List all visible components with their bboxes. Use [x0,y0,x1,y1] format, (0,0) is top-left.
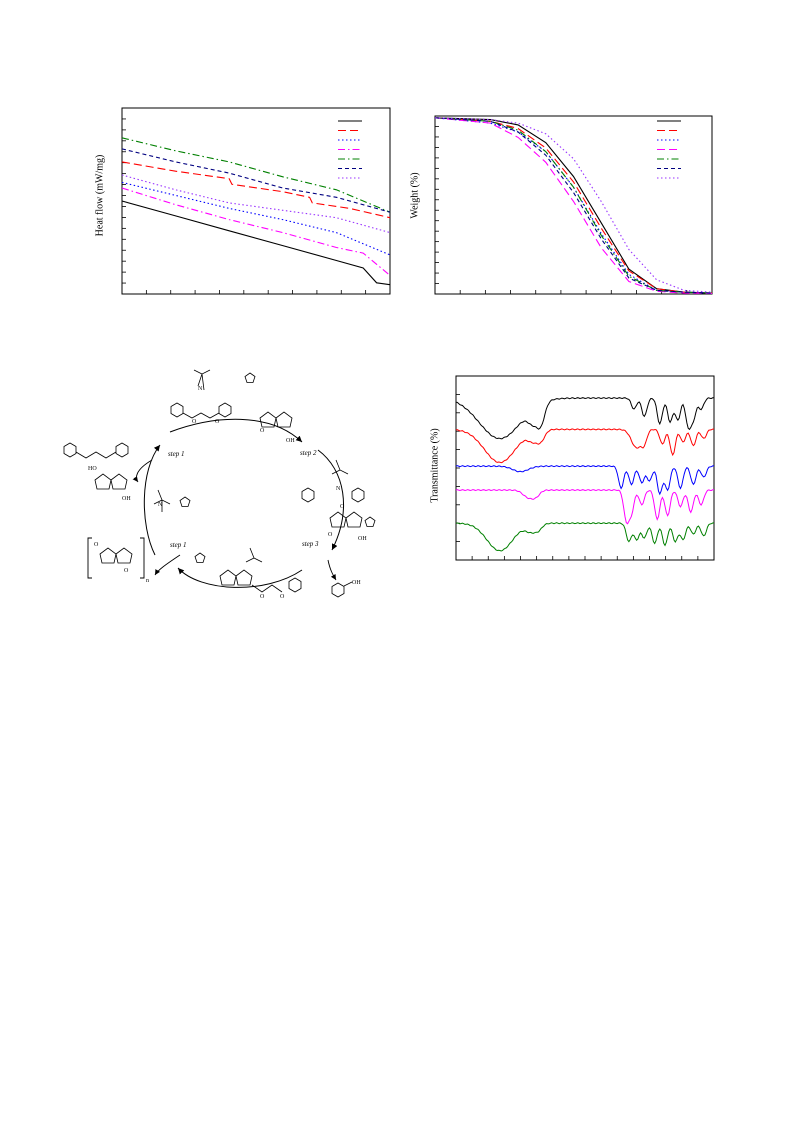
series-line [121,161,391,219]
step-label-left-bottom: step 1 [170,541,187,549]
atom-label: OH [352,580,361,586]
series-line [434,117,713,293]
plot-frame [455,375,715,561]
arrow-right [317,449,344,551]
series-line [121,200,391,286]
series-line [434,117,713,294]
atom-label: O [280,594,285,600]
dsc-chart [121,107,391,295]
atom-label: O [328,532,333,538]
step-label-top-left: step 1 [168,450,185,458]
tga-chart-panel: Weight (%) [395,100,725,310]
atom-label: OH [286,438,295,444]
atom-label: O [124,568,129,574]
ftir-chart [455,375,715,561]
atom-label: O [192,419,197,425]
spectrum-line [455,465,715,496]
reaction-scheme: step 1 step 2 step 3 step 1 N O O OH HO … [40,360,400,610]
series-line [121,187,391,276]
arrow-top [169,418,303,443]
spectrum-line [455,428,715,464]
dsc-chart-panel: Heat flow (mW/mg) [80,100,400,310]
series-line [434,117,713,294]
atom-label: HO [88,466,97,472]
atom-label: N [336,486,341,492]
atom-label: N [198,386,203,392]
atom-label: O [94,542,99,548]
arrow-out-bottom-right [327,559,337,581]
step-label-right-bottom: step 3 [302,540,319,548]
atom-label: O [260,594,265,600]
atom-label: OH [358,536,367,542]
arrow-in-bottom-left [154,554,181,576]
series-line [434,117,713,294]
tga-chart [434,115,713,295]
atom-label: N [158,502,163,508]
series-line [434,117,713,294]
ftir-chart-panel: Transmittance (%) [420,370,725,570]
arrow-left [143,444,161,556]
series-line [434,117,713,295]
spectrum-line [455,522,715,552]
spectrum-line [455,397,715,440]
polymer-subscript: n [146,578,149,584]
series-line [121,148,391,213]
atom-label: O [260,428,265,434]
series-line [121,137,391,213]
arrow-out-left-top [132,459,153,483]
plot-frame [434,115,713,295]
atom-label: O [340,504,345,510]
step-label-right: step 2 [300,449,317,457]
spectrum-line [455,489,715,525]
series-line [121,174,391,234]
arrow-bottom [177,567,303,588]
atom-label: O [215,419,220,425]
atom-label: OH [122,496,131,502]
series-line [121,181,391,256]
series-line [434,117,713,294]
